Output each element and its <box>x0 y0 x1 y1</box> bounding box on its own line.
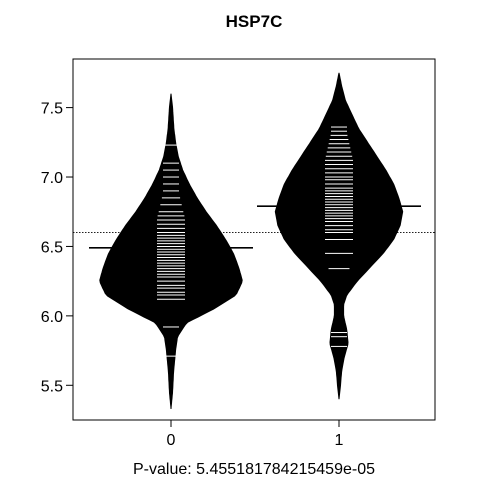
plot-area <box>73 72 435 409</box>
y-axis: 5.5 6.0 6.5 7.0 7.5 <box>41 101 73 395</box>
chart-title: HSP7C <box>226 12 283 31</box>
x-axis-label: P-value: 5.455181784215459e-05 <box>133 461 375 478</box>
bean-density-0 <box>99 93 243 409</box>
plot-frame <box>72 58 436 421</box>
y-tick-label: 5.5 <box>41 378 63 395</box>
y-tick-label: 7.0 <box>41 170 63 187</box>
y-tick-label: 6.5 <box>41 239 63 256</box>
y-tick-label: 7.5 <box>41 101 63 118</box>
x-tick-label: 0 <box>167 432 176 449</box>
bean-0 <box>89 93 253 409</box>
bean-density-1 <box>274 72 404 400</box>
bean-1 <box>257 72 421 400</box>
x-tick-label: 1 <box>335 432 344 449</box>
y-tick-label: 6.0 <box>41 309 63 326</box>
